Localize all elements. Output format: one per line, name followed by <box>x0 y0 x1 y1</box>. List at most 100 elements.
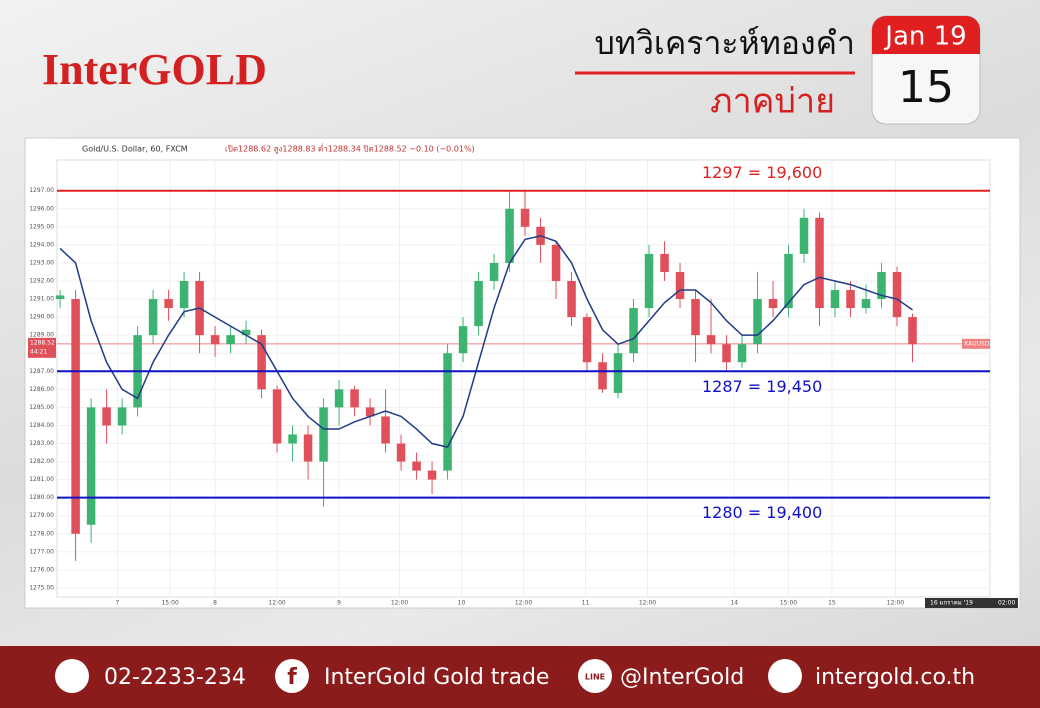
x-tick-label: 12:00 <box>391 600 408 607</box>
candle-body <box>706 335 716 345</box>
candle-body <box>846 290 855 309</box>
candle-body <box>412 461 421 471</box>
date-label: 16 มกราคม '19 <box>930 600 973 607</box>
web-icon <box>768 659 802 693</box>
footer <box>0 646 1040 708</box>
y-tick-label: 1284.00 <box>29 422 54 429</box>
candle-body <box>551 244 561 281</box>
candle-body <box>179 280 189 309</box>
candle-body <box>815 217 824 309</box>
y-tick-label: 1276.00 <box>29 566 54 573</box>
time-label: 02:00 <box>998 600 1015 607</box>
ticker-box <box>962 338 990 349</box>
candle-body <box>908 317 917 345</box>
candle-body <box>505 208 514 263</box>
date-box <box>925 598 1018 608</box>
candle-body <box>613 353 623 393</box>
y-tick-label: 1282.00 <box>29 458 54 465</box>
candle-body <box>427 470 437 480</box>
candle-body <box>381 416 390 444</box>
candle-body <box>582 317 592 363</box>
candle-body <box>753 299 762 345</box>
line-icon <box>578 659 612 693</box>
website: intergold.co.th <box>815 665 975 690</box>
y-tick-label: 1290.00 <box>29 314 54 321</box>
candle-body <box>71 299 80 534</box>
line-id: @InterGold <box>620 665 744 690</box>
candle-body <box>567 280 576 318</box>
candle-body <box>768 299 778 309</box>
candle-body <box>365 407 375 417</box>
brand: InterGOLD <box>42 45 267 94</box>
symbol: Gold/U.S. Dollar, 60, FXCM <box>82 145 188 154</box>
candle-body <box>784 253 793 309</box>
candle-body <box>102 407 111 426</box>
x-tick-label: 8 <box>213 600 217 607</box>
y-tick-label: 1279.00 <box>29 512 54 519</box>
candle-body <box>396 443 406 462</box>
y-tick-label: 1275.00 <box>29 584 54 591</box>
moving-average <box>59 235 913 448</box>
y-tick-label: 1280.00 <box>29 494 54 501</box>
y-tick-label: 1295.00 <box>29 223 54 230</box>
x-tick-label: 7 <box>116 600 120 607</box>
candle-body <box>474 280 483 327</box>
candle-body <box>164 299 173 309</box>
candle-body <box>830 290 840 309</box>
facebook: InterGold Gold trade <box>324 665 549 690</box>
candle-body <box>272 389 282 444</box>
candle-body <box>691 299 700 336</box>
title: บทวิเคราะห์ทองคำ <box>595 24 855 62</box>
y-tick-label: 1287.00 <box>29 368 54 375</box>
calendar-top <box>872 16 980 54</box>
x-tick-label: 15:00 <box>161 600 178 607</box>
x-tick-label: 10 <box>458 600 466 607</box>
x-tick-label: 12:00 <box>515 600 532 607</box>
candle-body <box>598 362 607 390</box>
x-tick-label: 15 <box>828 600 836 607</box>
candle-body <box>660 253 669 272</box>
candle-body <box>443 353 452 471</box>
y-tick-label: 1296.00 <box>29 205 54 212</box>
y-tick-label: 1297.00 <box>29 187 54 194</box>
candle-body <box>675 271 685 300</box>
line-glyph: LINE <box>585 673 605 682</box>
candle-body <box>737 344 747 363</box>
x-tick-label: 12:00 <box>887 600 904 607</box>
phone: 02-2233-234 <box>104 665 246 690</box>
level-label: 1287 = 19,450 <box>702 377 822 396</box>
x-tick-label: 11 <box>582 600 590 607</box>
x-tick-label: 12:00 <box>268 600 285 607</box>
x-tick-label: 14 <box>730 600 738 607</box>
y-tick-label: 1293.00 <box>29 259 54 266</box>
candle-body <box>55 295 65 300</box>
y-tick-label: 1281.00 <box>29 476 54 483</box>
x-tick-label: 9 <box>337 600 341 607</box>
candle-body <box>489 262 499 281</box>
level-label: 1297 = 19,600 <box>702 163 822 182</box>
candle-body <box>877 271 886 300</box>
y-tick-label: 1277.00 <box>29 548 54 555</box>
y-tick-label: 1294.00 <box>29 241 54 248</box>
x-tick-label: 15:00 <box>780 600 797 607</box>
candle-body <box>861 299 871 309</box>
candle-body <box>257 335 266 390</box>
last-price-box <box>28 337 56 358</box>
y-tick-label: 1289.00 <box>29 332 54 339</box>
candle-body <box>892 271 902 318</box>
candle-body <box>319 407 328 462</box>
countdown: 44:21 <box>30 348 47 355</box>
session: ภาคบ่าย <box>710 82 835 122</box>
candle-body <box>303 434 313 462</box>
ticker: XAUUSD <box>964 340 990 347</box>
candle-body <box>520 208 530 227</box>
candle-body <box>288 434 297 444</box>
candle-body <box>210 335 220 345</box>
chart: 1275.00 1276.00 1277.00 1278.00 1279.00 1280.… <box>28 159 991 607</box>
candle-body <box>629 308 638 354</box>
level-label: 1280 = 19,400 <box>702 503 822 522</box>
candle-body <box>799 217 809 254</box>
y-tick-label: 1286.00 <box>29 386 54 393</box>
